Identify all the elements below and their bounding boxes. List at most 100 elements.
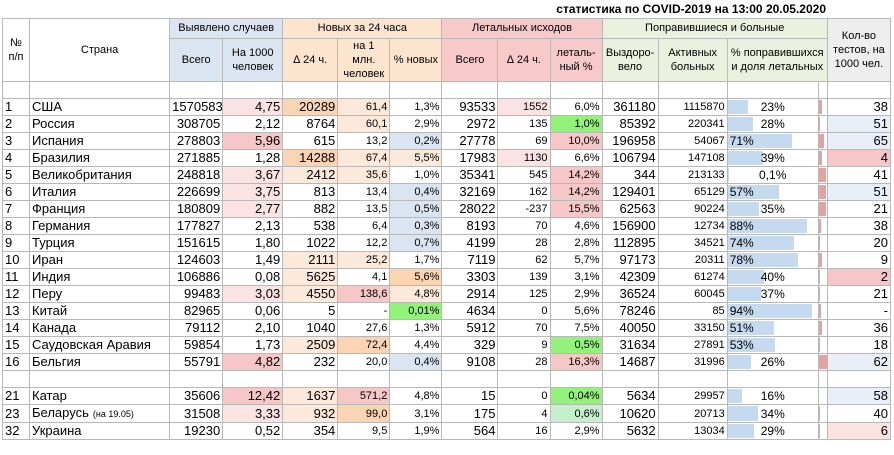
new-per1m: 61,4 xyxy=(337,98,391,116)
detected-per1000: 0,06 xyxy=(222,302,284,320)
spacer-cell xyxy=(169,370,224,388)
active-sick: 85 xyxy=(657,302,728,320)
detected-per1000: 2,10 xyxy=(222,319,284,337)
lethal-share-bar xyxy=(817,200,828,218)
new-delta24: 232 xyxy=(282,353,339,371)
tests-per1000: 21 xyxy=(826,285,892,303)
recovered-pct-value: 78% xyxy=(729,253,754,267)
recovered-pct-value: 26% xyxy=(760,355,785,369)
country-name: Перу xyxy=(29,285,171,303)
header-lethal-total: Всего xyxy=(441,38,499,82)
lethal-pct: 0,5% xyxy=(549,336,603,354)
lethal-pct: 5,7% xyxy=(549,251,603,269)
tests-per1000: 51 xyxy=(826,115,892,133)
country-name: Бельгия xyxy=(29,353,171,371)
table-row: 3 Испания 278803 5,96 615 13,2 0,2% 27778 69 10,0… xyxy=(1,132,892,150)
recovered-bar-fill xyxy=(728,389,743,403)
tests-per1000: 41 xyxy=(826,166,892,184)
lethal-pct: 2,9% xyxy=(549,422,603,440)
lethal-pct: 2,8% xyxy=(549,234,603,252)
header-pct-rec: % поправившихся и доля летальных xyxy=(726,38,828,82)
active-sick: 147108 xyxy=(657,149,728,167)
lethal-bar-fill xyxy=(819,355,827,369)
new-pct: 1,0% xyxy=(389,166,443,184)
new-delta24: 20289 xyxy=(282,98,339,116)
lethal-share-bar xyxy=(817,183,828,201)
lethal-pct: 14,2% xyxy=(549,166,603,184)
lethal-total: 32169 xyxy=(441,183,499,201)
header-lethal-pct: леталь-ный % xyxy=(549,38,603,82)
recovered-pct-bar: 29% xyxy=(726,422,819,440)
table-row: 4 Бразилия 271885 1,28 14288 67,4 5,5% 17983 113… xyxy=(1,149,892,167)
new-delta24: 882 xyxy=(282,200,339,218)
lethal-share-bar xyxy=(817,234,828,252)
recovered-pct-bar: 88% xyxy=(726,217,819,235)
lethal-delta: 162 xyxy=(497,183,551,201)
spacer-cell xyxy=(441,81,499,99)
row-num: 32 xyxy=(1,422,31,440)
new-delta24: 615 xyxy=(282,132,339,150)
spacer-cell xyxy=(282,370,339,388)
spacer-cell xyxy=(817,81,828,99)
lethal-share-bar xyxy=(817,336,828,354)
new-per1m: 13,2 xyxy=(337,132,391,150)
lethal-delta: 1130 xyxy=(497,149,551,167)
spacer-row xyxy=(1,370,892,388)
recovered-pct-value: 57% xyxy=(729,185,754,199)
lethal-share-bar xyxy=(817,387,828,405)
header-per1m: на 1 млн. человек xyxy=(337,38,391,82)
recovered: 78246 xyxy=(601,302,659,320)
detected-total: 99483 xyxy=(169,285,224,303)
lethal-bar-fill xyxy=(819,100,822,114)
recovered-pct-bar: 16% xyxy=(726,387,819,405)
recovered-pct-bar: 57% xyxy=(726,183,819,201)
lethal-bar-fill xyxy=(819,424,821,438)
recovered-pct-bar: 78% xyxy=(726,251,819,269)
recovered-pct-value: 28% xyxy=(760,117,785,131)
recovered: 106794 xyxy=(601,149,659,167)
detected-total: 151615 xyxy=(169,234,224,252)
recovered-pct-value: 94% xyxy=(729,304,754,318)
header-country: Страна xyxy=(29,18,171,82)
recovered-pct-value: 35% xyxy=(760,202,785,216)
new-pct: 1,3% xyxy=(389,98,443,116)
lethal-total: 4199 xyxy=(441,234,499,252)
new-per1m: - xyxy=(337,302,391,320)
lethal-delta: 0 xyxy=(497,387,551,405)
row-num: 21 xyxy=(1,387,31,405)
new-delta24: 538 xyxy=(282,217,339,235)
recovered-bar-fill xyxy=(728,151,763,165)
lethal-delta: 4 xyxy=(497,404,551,423)
active-sick: 61274 xyxy=(657,268,728,286)
lethal-total: 2914 xyxy=(441,285,499,303)
tests-per1000: 6 xyxy=(826,422,892,440)
new-delta24: 354 xyxy=(282,422,339,440)
lethal-share-bar xyxy=(817,404,828,423)
detected-per1000: 3,33 xyxy=(222,404,284,423)
lethal-total: 2972 xyxy=(441,115,499,133)
recovered-pct-value: 40% xyxy=(760,270,785,284)
new-delta24: 813 xyxy=(282,183,339,201)
lethal-total: 8193 xyxy=(441,217,499,235)
lethal-bar-fill xyxy=(819,219,821,233)
country-name: США xyxy=(29,98,171,116)
lethal-delta: 69 xyxy=(497,132,551,150)
lethal-delta: 70 xyxy=(497,319,551,337)
recovered-pct-value: 51% xyxy=(729,321,754,335)
detected-per1000: 12,42 xyxy=(222,387,284,405)
recovered: 36524 xyxy=(601,285,659,303)
detected-total: 79112 xyxy=(169,319,224,337)
tests-per1000: 38 xyxy=(826,98,892,116)
active-sick: 34521 xyxy=(657,234,728,252)
recovered: 31634 xyxy=(601,336,659,354)
detected-total: 278803 xyxy=(169,132,224,150)
spacer-cell xyxy=(389,370,443,388)
country-name: Великобритания xyxy=(29,166,171,184)
recovered-bar-fill xyxy=(728,424,754,438)
spacer-cell xyxy=(389,81,443,99)
recovered-pct-bar: 34% xyxy=(726,404,819,423)
spacer-cell xyxy=(549,81,603,99)
new-per1m: 6,4 xyxy=(337,217,391,235)
tests-per1000: 21 xyxy=(826,200,892,218)
detected-per1000: 2,13 xyxy=(222,217,284,235)
